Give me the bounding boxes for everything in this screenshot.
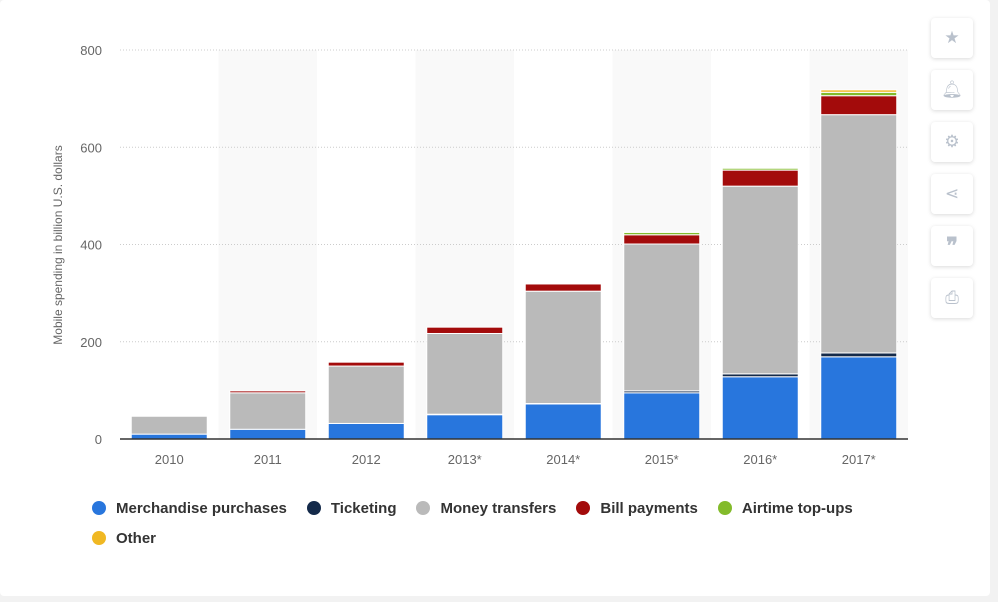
print-button[interactable]: ⎙ <box>931 278 973 318</box>
legend-item[interactable]: Money transfers <box>416 498 556 518</box>
legend-label: Merchandise purchases <box>116 499 287 517</box>
bar-segment[interactable] <box>327 422 405 440</box>
favorite-button[interactable]: ★ <box>931 18 973 58</box>
star-icon: ★ <box>944 28 960 47</box>
legend-label: Money transfers <box>440 499 557 517</box>
bar-segment[interactable] <box>623 234 701 245</box>
bar-segment[interactable] <box>721 169 799 187</box>
legend-label: Airtime top-ups <box>741 499 853 517</box>
legend-marker-icon <box>306 501 321 515</box>
x-tick-label: 2013* <box>448 452 482 467</box>
bar-segment[interactable] <box>820 91 898 97</box>
bar-segment[interactable] <box>820 114 898 354</box>
x-tick-label: 2011 <box>254 452 282 467</box>
legend-item[interactable]: Bill payments <box>576 498 698 518</box>
x-tick-label: 2015* <box>645 452 679 467</box>
bar-segment[interactable] <box>426 326 504 334</box>
stacked-bar-chart: 0 200 400 600 800 Mobile spending in billion … <box>51 43 908 467</box>
print-icon: ⎙ <box>945 288 959 307</box>
bar-segment[interactable] <box>820 95 898 116</box>
legend-label: Bill payments <box>600 499 698 517</box>
bar-segment[interactable] <box>229 428 307 440</box>
bar-segment[interactable] <box>229 392 307 430</box>
notification-button[interactable]: 🔔︎ <box>931 70 973 110</box>
bar-segment[interactable] <box>623 243 701 392</box>
bar-segment[interactable] <box>820 89 898 93</box>
bar-segment[interactable] <box>524 290 602 405</box>
legend-label: Ticketing <box>330 499 397 517</box>
bar-segment[interactable] <box>524 283 602 292</box>
legend-marker-icon <box>92 531 106 545</box>
legend: Merchandise purchases Ticketing Money tran… <box>92 498 892 548</box>
legend-marker-icon <box>416 501 431 515</box>
legend-marker-icon <box>576 501 591 515</box>
legend-item[interactable]: Ticketing <box>306 498 397 518</box>
bar-segment[interactable] <box>426 332 504 415</box>
bar-segment[interactable] <box>721 376 799 440</box>
bar-segment[interactable] <box>229 390 307 394</box>
legend-marker-icon <box>92 501 106 515</box>
y-tick-label: 200 <box>80 335 102 350</box>
y-tick-label: 0 <box>95 432 102 447</box>
bar-segment[interactable] <box>327 365 405 424</box>
bar-segment[interactable] <box>426 414 504 440</box>
bell-icon: 🔔︎ <box>941 80 963 99</box>
legend-item[interactable]: Merchandise purchases <box>92 498 287 518</box>
legend-item[interactable]: Airtime top-ups <box>717 498 853 518</box>
legend-label: Other <box>116 529 157 547</box>
x-tick-label: 2014* <box>546 452 580 467</box>
bar-segment[interactable] <box>820 352 898 358</box>
bar-segment[interactable] <box>623 392 701 440</box>
bar-segment[interactable] <box>327 361 405 367</box>
x-tick-label: 2016* <box>743 452 777 467</box>
bar-segment[interactable] <box>721 185 799 375</box>
bar-segment[interactable] <box>524 403 602 440</box>
quote-icon: ❞ <box>946 233 958 258</box>
bar-segment[interactable] <box>130 415 208 435</box>
y-tick-label: 400 <box>80 238 102 253</box>
y-tick-label: 800 <box>80 43 102 58</box>
x-tick-label: 2010 <box>155 452 184 467</box>
gear-icon: ⚙ <box>944 132 960 151</box>
share-button[interactable]: ⋖ <box>931 174 973 214</box>
x-tick-label: 2017* <box>842 452 876 467</box>
legend-item[interactable]: Other <box>92 528 156 548</box>
legend-marker-icon <box>717 501 732 515</box>
share-icon: ⋖ <box>944 184 960 203</box>
settings-button[interactable]: ⚙ <box>931 122 973 162</box>
y-axis-label: Mobile spending in billion U.S. dollars <box>51 145 65 344</box>
x-tick-label: 2012 <box>352 452 381 467</box>
y-tick-label: 600 <box>80 140 102 155</box>
cite-button[interactable]: ❞ <box>931 226 973 266</box>
bar-segment[interactable] <box>820 356 898 440</box>
